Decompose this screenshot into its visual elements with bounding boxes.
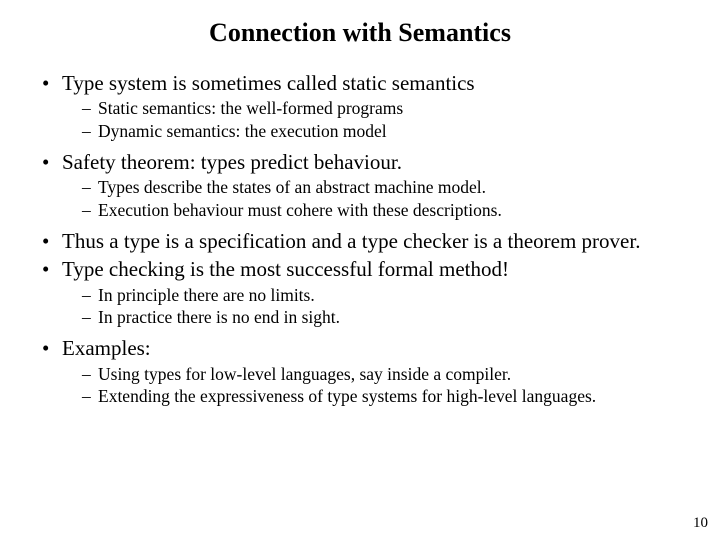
bullet-group-1: Type system is sometimes called static s… xyxy=(28,70,692,143)
bullet-l2: Types describe the states of an abstract… xyxy=(82,177,692,199)
bullet-l2: Dynamic semantics: the execution model xyxy=(82,121,692,143)
bullet-l1: Type system is sometimes called static s… xyxy=(42,70,692,96)
page-number: 10 xyxy=(693,515,708,532)
bullet-l2: Extending the expressiveness of type sys… xyxy=(82,386,692,408)
bullet-group-2: Safety theorem: types predict behaviour.… xyxy=(28,149,692,222)
bullet-l1: Type checking is the most successful for… xyxy=(42,256,692,282)
bullet-l1: Examples: xyxy=(42,335,692,361)
bullet-l1: Safety theorem: types predict behaviour. xyxy=(42,149,692,175)
bullet-group-4: Examples: Using types for low-level lang… xyxy=(28,335,692,408)
bullet-group-3: Thus a type is a specification and a typ… xyxy=(28,228,692,329)
slide-title: Connection with Semantics xyxy=(28,18,692,48)
bullet-l2: In practice there is no end in sight. xyxy=(82,307,692,329)
bullet-l2: Static semantics: the well-formed progra… xyxy=(82,98,692,120)
bullet-l2: Using types for low-level languages, say… xyxy=(82,364,692,386)
bullet-l1: Thus a type is a specification and a typ… xyxy=(42,228,692,254)
bullet-l2: Execution behaviour must cohere with the… xyxy=(82,200,692,222)
bullet-l2: In principle there are no limits. xyxy=(82,285,692,307)
